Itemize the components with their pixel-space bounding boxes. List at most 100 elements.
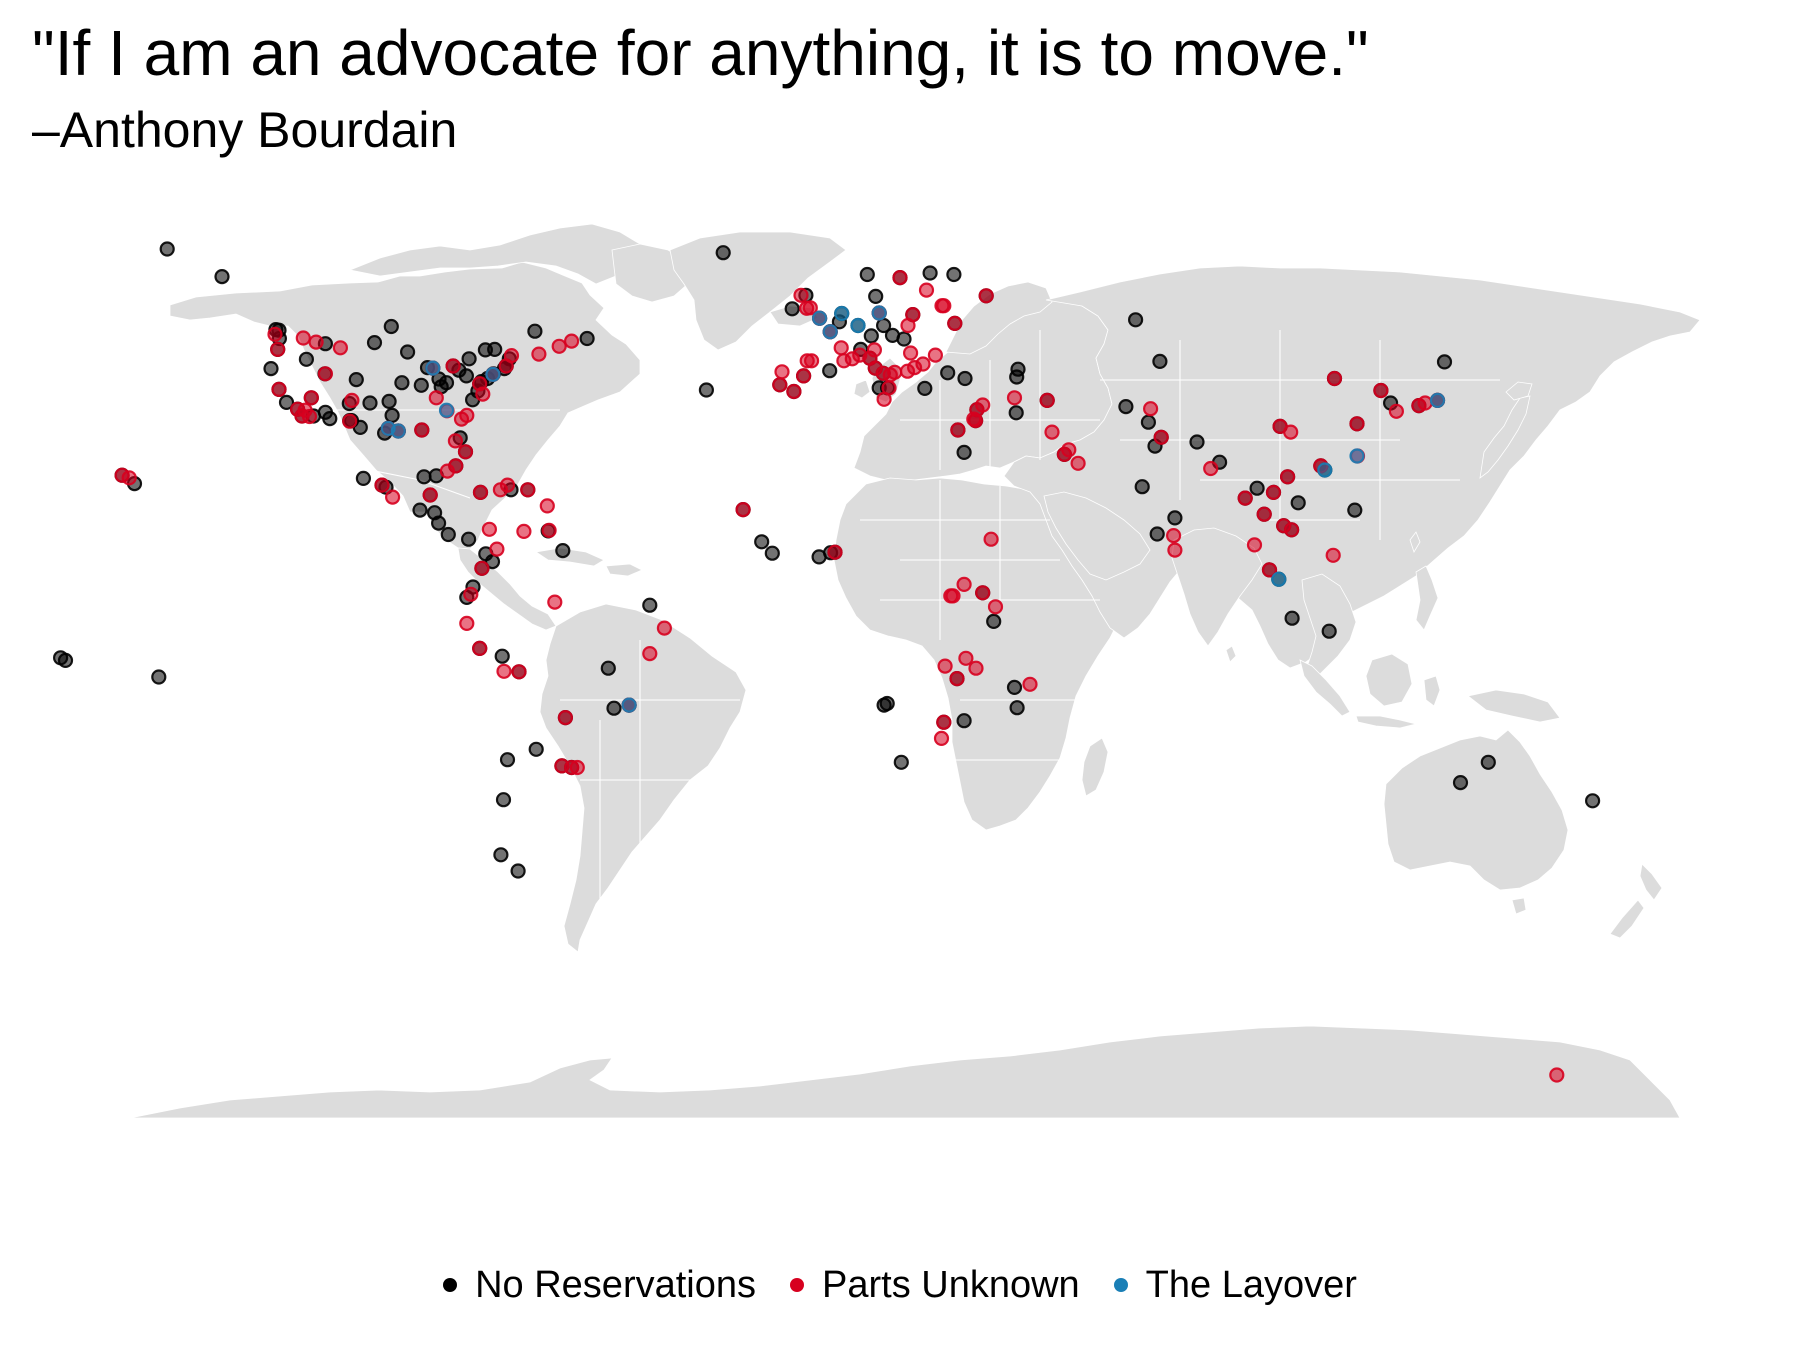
- marker-parts-unknown-34: [492, 482, 508, 498]
- marker-parts-unknown-51: [569, 759, 585, 776]
- landmass-sumatra: [1299, 659, 1351, 717]
- marker-no-reservations-139: [893, 754, 909, 770]
- marker-parts-unknown-106: [1044, 424, 1060, 440]
- landmass-sri-lanka: [1225, 645, 1237, 663]
- marker-parts-unknown-119: [1265, 484, 1282, 500]
- landmass-baffin: [611, 243, 691, 303]
- marker-parts-unknown-57: [516, 523, 532, 540]
- marker-parts-unknown-128: [1326, 370, 1343, 387]
- marker-parts-unknown-54: [656, 620, 673, 636]
- marker-no-reservations-180: [263, 361, 279, 377]
- marker-parts-unknown-48: [557, 709, 574, 726]
- landmass-new-zealand-south: [1609, 899, 1645, 939]
- legend: No Reservations Parts Unknown The Layove…: [0, 1255, 1800, 1315]
- marker-parts-unknown-123: [1261, 562, 1278, 578]
- marker-parts-unknown-25: [308, 334, 324, 350]
- marker-no-reservations-35: [416, 469, 432, 485]
- chart-title: "If I am an advocate for anything, it is…: [32, 17, 1369, 89]
- marker-parts-unknown-137: [827, 544, 843, 560]
- marker-parts-unknown-122: [1283, 522, 1300, 538]
- marker-parts-unknown-19: [301, 408, 318, 425]
- landmass-hispaniola: [605, 563, 643, 577]
- marker-parts-unknown-144: [958, 650, 974, 666]
- marker-no-reservations-170: [383, 318, 399, 335]
- marker-no-reservations-187: [427, 505, 443, 521]
- chart-subtitle: –Anthony Bourdain: [32, 102, 458, 158]
- legend-key-no-reservations: [443, 1278, 458, 1292]
- marker-parts-unknown-30: [551, 338, 567, 354]
- marker-parts-unknown-103: [966, 411, 982, 427]
- marker-the-layover-1: [425, 360, 441, 376]
- land-layer: [129, 223, 1701, 1119]
- marker-parts-unknown-37: [439, 463, 455, 479]
- marker-no-reservations-75: [859, 266, 875, 283]
- marker-no-reservations-57: [52, 650, 69, 666]
- marker-parts-unknown-92: [978, 288, 994, 304]
- marker-parts-unknown-26: [295, 330, 311, 346]
- marker-no-reservations-110: [1167, 510, 1183, 526]
- landmass-madagascar: [1081, 737, 1109, 797]
- marker-parts-unknown-135: [1417, 395, 1433, 411]
- marker-no-reservations-197: [495, 792, 512, 808]
- marker-the-layover-12: [1349, 448, 1365, 464]
- marker-parts-unknown-145: [1022, 676, 1038, 692]
- border-europe: [900, 330, 1100, 470]
- marker-parts-unknown-5: [445, 358, 461, 374]
- marker-no-reservations-173: [362, 395, 378, 411]
- marker-parts-unknown-31: [563, 333, 580, 349]
- landmass-north-america: [169, 261, 641, 550]
- marker-no-reservations-146: [879, 695, 895, 712]
- marker-no-reservations-111: [1189, 434, 1205, 450]
- marker-parts-unknown-85: [803, 353, 820, 369]
- landmass-india: [1171, 527, 1263, 647]
- marker-parts-unknown-89: [918, 282, 935, 298]
- marker-parts-unknown-94: [892, 270, 908, 286]
- legend-label-parts-unknown: Parts Unknown: [822, 1264, 1080, 1306]
- marker-no-reservations-14: [400, 344, 416, 360]
- landmass-sulawesi: [1423, 675, 1441, 707]
- marker-no-reservations-19: [348, 372, 364, 388]
- marker-parts-unknown-20: [270, 341, 286, 357]
- marker-parts-unknown-14: [475, 386, 491, 402]
- marker-no-reservations-193: [600, 660, 616, 676]
- marker-parts-unknown-11: [447, 433, 463, 449]
- landmass-java: [1355, 715, 1417, 729]
- marker-parts-unknown-121: [1279, 469, 1296, 485]
- legend-item-no-reservations: No Reservations: [443, 1263, 756, 1307]
- marker-no-reservations-149: [764, 545, 780, 561]
- marker-parts-unknown-60: [489, 541, 505, 557]
- marker-no-reservations-198: [493, 847, 509, 863]
- marker-parts-unknown-104: [950, 422, 966, 438]
- marker-no-reservations-154: [1009, 700, 1025, 716]
- marker-no-reservations-13: [413, 377, 429, 393]
- landmass-ireland: [853, 379, 871, 399]
- marker-parts-unknown-43: [121, 470, 137, 486]
- marker-the-layover-6: [822, 324, 838, 340]
- marker-no-reservations-41: [499, 752, 516, 768]
- marker-parts-unknown-32: [520, 482, 536, 498]
- marker-parts-unknown-56: [481, 521, 497, 537]
- marker-no-reservations-18: [384, 407, 400, 423]
- marker-the-layover-9: [871, 305, 887, 321]
- marker-parts-unknown-59: [539, 498, 555, 514]
- marker-the-layover-4: [438, 402, 455, 418]
- marker-no-reservations-115: [1249, 480, 1265, 496]
- marker-parts-unknown-115: [1167, 542, 1183, 558]
- marker-parts-unknown-79: [882, 367, 898, 383]
- marker-parts-unknown-129: [1349, 416, 1365, 432]
- marker-no-reservations-91: [1010, 361, 1026, 377]
- marker-parts-unknown-35: [472, 484, 489, 500]
- marker-parts-unknown-148: [968, 660, 984, 676]
- marker-parts-unknown-143: [987, 599, 1004, 615]
- marker-parts-unknown-99: [906, 360, 923, 376]
- marker-the-layover-11: [1317, 462, 1333, 478]
- landmass-japan: [1479, 395, 1531, 479]
- marker-no-reservations-104: [1152, 353, 1168, 369]
- marker-parts-unknown-77: [876, 391, 892, 407]
- marker-parts-unknown-41: [342, 413, 358, 429]
- marker-parts-unknown-6: [414, 422, 430, 438]
- marker-no-reservations-32: [355, 470, 371, 486]
- marker-parts-unknown-39: [374, 477, 390, 493]
- marker-no-reservations-166: [579, 330, 595, 347]
- marker-parts-unknown-62: [463, 586, 479, 602]
